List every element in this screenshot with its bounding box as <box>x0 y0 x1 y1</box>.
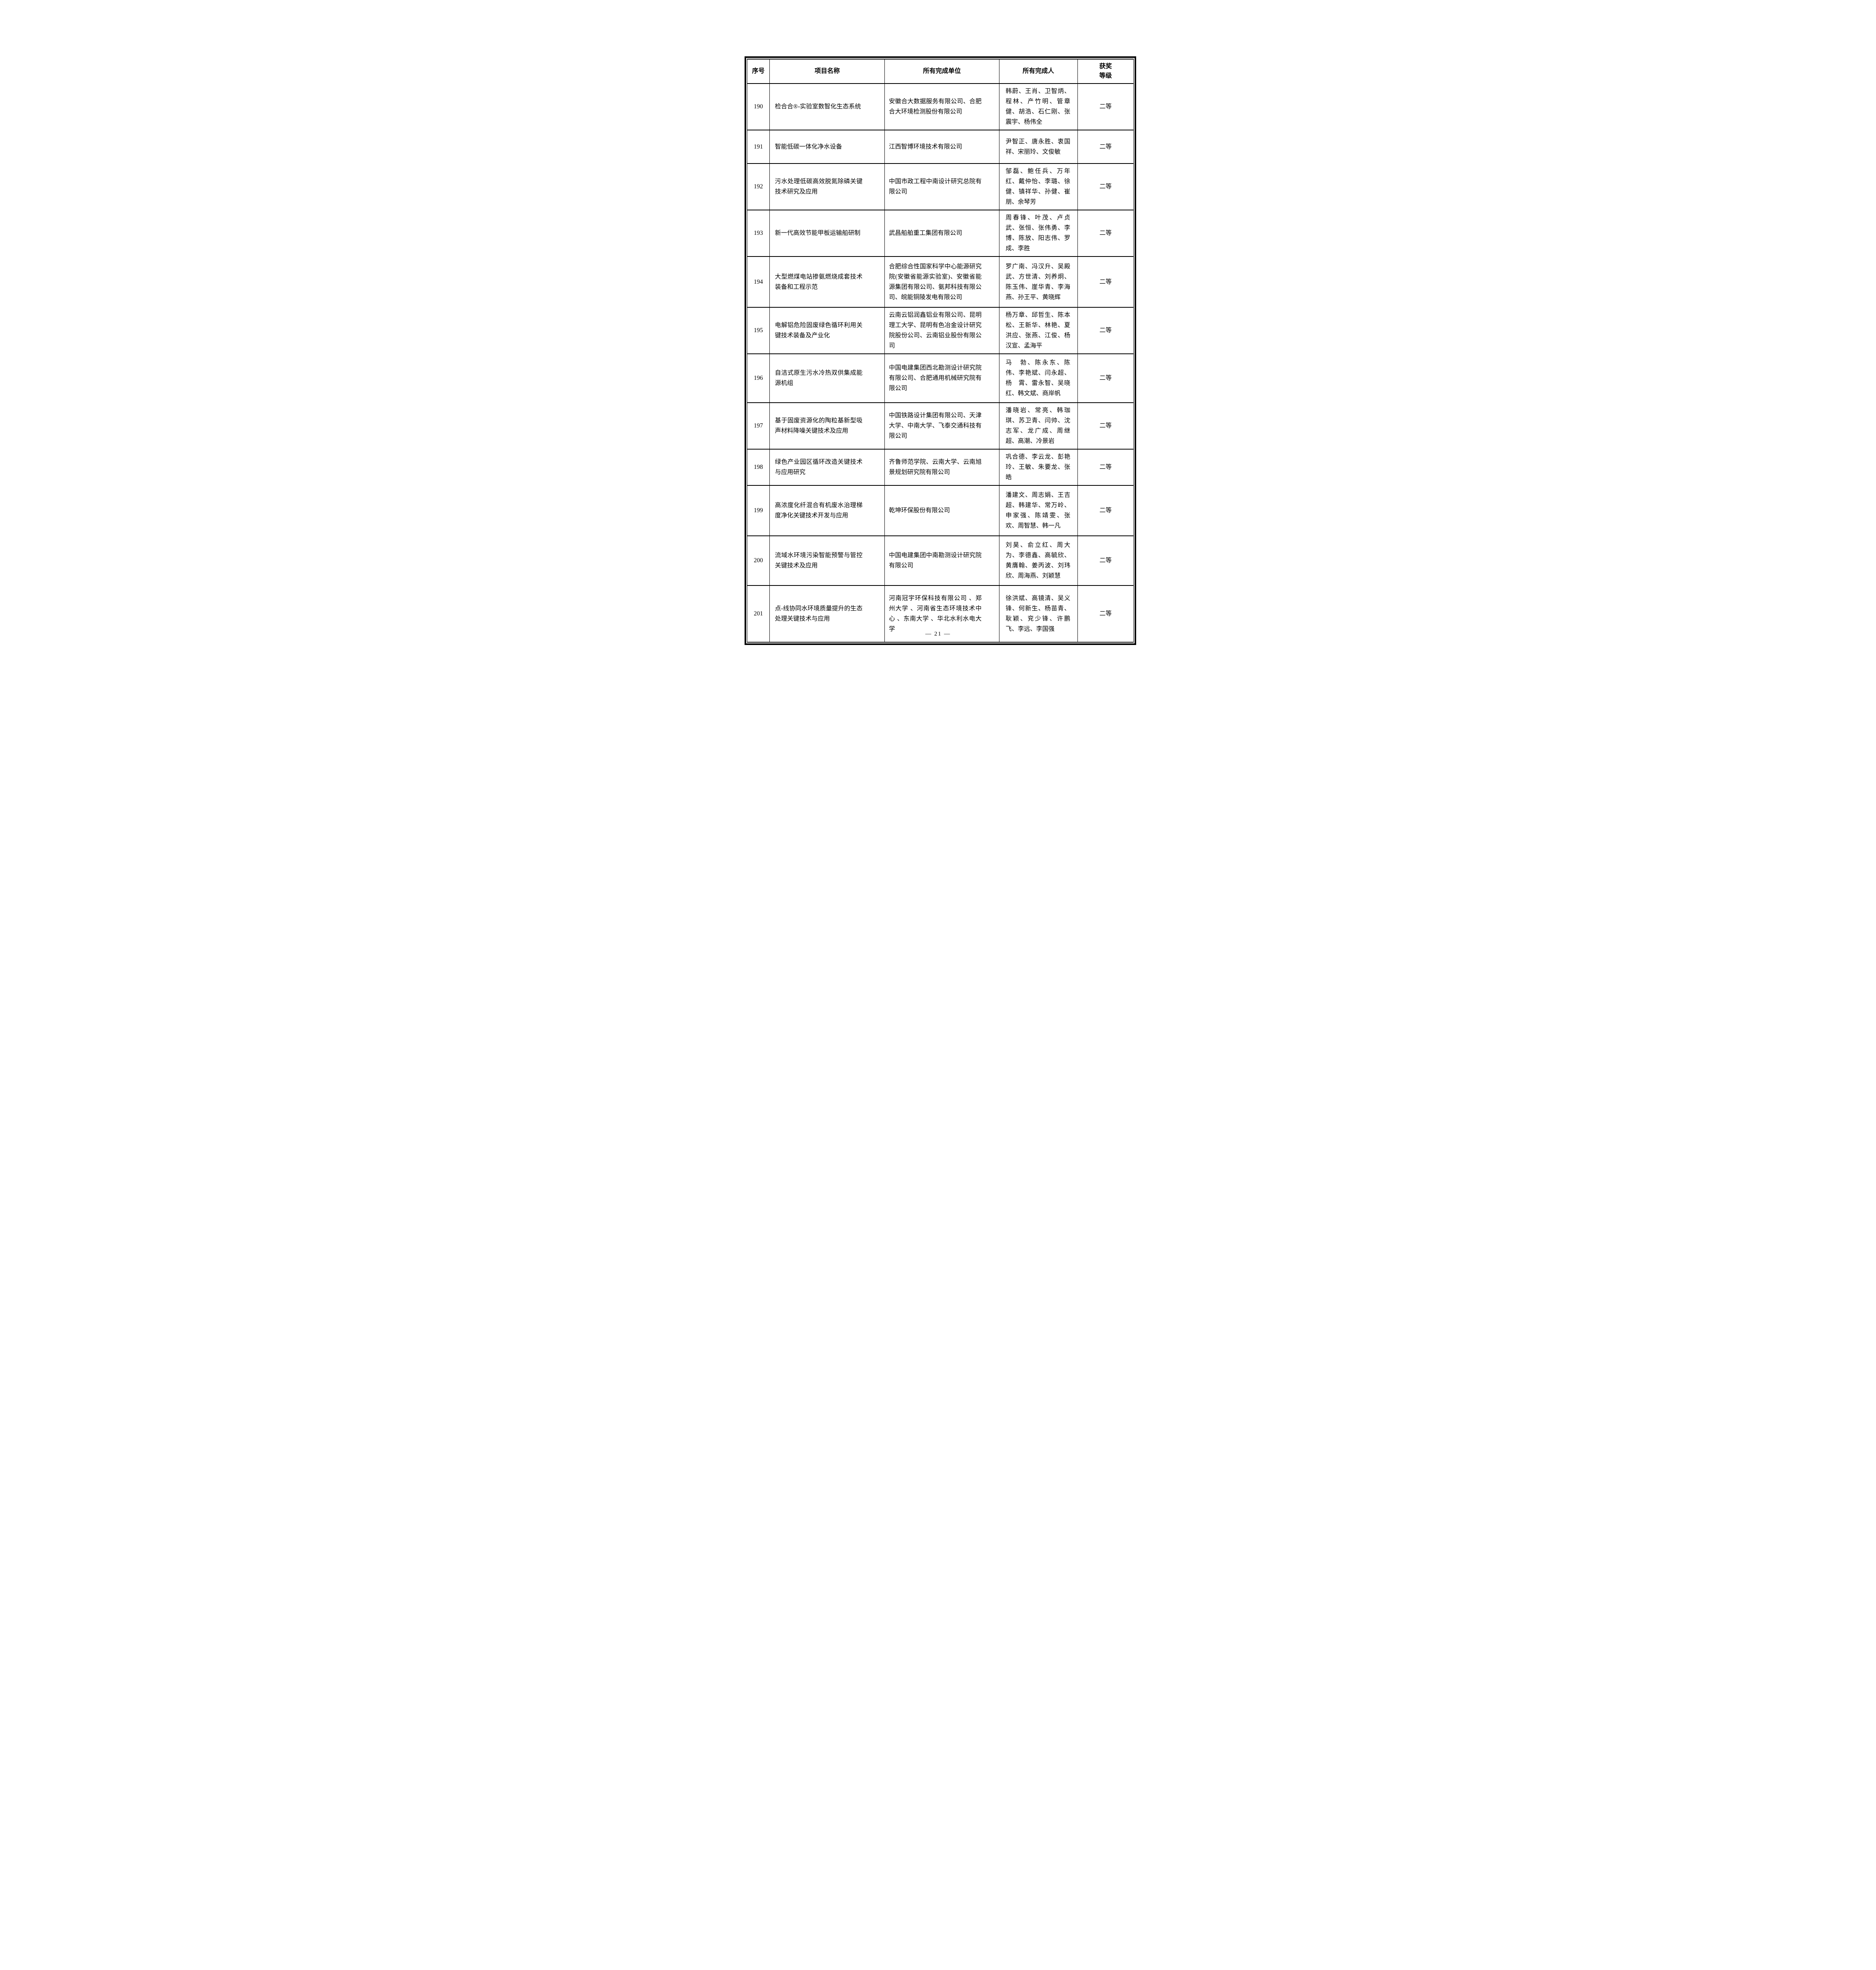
row-completing-people: 徐洪斌、高镜清、吴义锋、何新生、杨苗青、耿颖、兖少锋、许鹏飞、李远、李国强 <box>999 585 1078 643</box>
row-project-name: 高浓度化纤混合有机废水治理梯度净化关键技术开发与应用 <box>769 485 885 536</box>
row-completing-people: 杨万章、邱哲生、陈本松、王新华、林艳、夏洪应、张燕、江俊、杨汉宣、孟海平 <box>999 307 1078 354</box>
row-project-name: 大型燃煤电站掺氨燃烧成套技术装备和工程示范 <box>769 256 885 308</box>
row-award-grade: 二等 <box>1077 449 1134 486</box>
row-project-name: 新一代高效节能甲板运输船研制 <box>769 210 885 257</box>
row-project-name: 污水处理低碳高效脱氮除磷关键技术研究及应用 <box>769 163 885 210</box>
row-award-grade: 二等 <box>1077 256 1134 308</box>
row-no: 195 <box>747 307 770 354</box>
row-no: 193 <box>747 210 770 257</box>
row-project-name: 智能低碳一体化净水设备 <box>769 130 885 164</box>
page-number: — 21 — <box>925 631 951 637</box>
row-completing-people: 尹智正、唐永胜、衷国祥、宋丽玲、文俊敏 <box>999 130 1078 164</box>
table-row-199: 199 高浓度化纤混合有机废水治理梯度净化关键技术开发与应用 乾坤环保股份有限公… <box>747 485 1134 536</box>
table-row-193: 193 新一代高效节能甲板运输船研制 武昌船舶重工集团有限公司 周春锋、叶茂、卢… <box>747 210 1134 257</box>
table-row-195: 195 电解铝危险固废绿色循环利用关键技术装备及产业化 云南云铝润鑫铝业有限公司… <box>747 307 1134 354</box>
row-completing-units: 乾坤环保股份有限公司 <box>884 485 999 536</box>
table-row-191: 191 智能低碳一体化净水设备 江西智博环境技术有限公司 尹智正、唐永胜、衷国祥… <box>747 130 1134 164</box>
row-project-name: 基于固废资源化的陶粒基新型吸声材料降噪关键技术及应用 <box>769 402 885 450</box>
row-award-grade: 二等 <box>1077 485 1134 536</box>
row-award-grade: 二等 <box>1077 130 1134 164</box>
document-page: 序号 项目名称 所有完成单位 所有完成人 获奖 等级 190 检合合®-实验室数… <box>704 0 1172 663</box>
row-project-name: 自洁式原生污水冷热双供集成能源机组 <box>769 353 885 403</box>
table-row-190: 190 检合合®-实验室数智化生态系统 安徽合大数据服务有限公司、合肥合大环境检… <box>747 83 1134 130</box>
header-project-name: 项目名称 <box>769 59 885 84</box>
row-no: 198 <box>747 449 770 486</box>
row-completing-people: 罗广南、冯汉升、吴殿武、方世清、刘养炯、陈玉伟、崖华青、李海燕、孙王平、黄晓辉 <box>999 256 1078 308</box>
row-completing-people: 周春锋、叶茂、卢贞武、张恒、张伟勇、李博、陈放、阳志伟、罗成、李胜 <box>999 210 1078 257</box>
row-no: 191 <box>747 130 770 164</box>
table-row-200: 200 流域水环境污染智能预警与管控关键技术及应用 中国电建集团中南勘测设计研究… <box>747 535 1134 586</box>
row-project-name: 电解铝危险固废绿色循环利用关键技术装备及产业化 <box>769 307 885 354</box>
row-completing-units: 中国电建集团西北勘测设计研究院有限公司、合肥通用机械研究院有限公司 <box>884 353 999 403</box>
table-row-201: 201 点-线协同水环境质量提升的生态处理关键技术与应用 河南冠宇环保科技有限公… <box>747 585 1134 643</box>
row-completing-units: 河南冠宇环保科技有限公司 、郑州大学 、河南省生态环境技术中心 、东南大学 、华… <box>884 585 999 643</box>
row-completing-people: 邹磊、鲍任兵、万年红、戴仲怡、李璐、徐健、镇祥华、孙健、崔朋、余琴芳 <box>999 163 1078 210</box>
row-award-grade: 二等 <box>1077 353 1134 403</box>
row-completing-people: 巩合德、李云龙、彭艳玲、王敏、朱要龙、张皓 <box>999 449 1078 486</box>
row-award-grade: 二等 <box>1077 585 1134 643</box>
row-project-name: 绿色产业园区循环改造关键技术与应用研究 <box>769 449 885 486</box>
row-completing-units: 江西智博环境技术有限公司 <box>884 130 999 164</box>
table-row-198: 198 绿色产业园区循环改造关键技术与应用研究 齐鲁师范学院、云南大学、云南旭景… <box>747 449 1134 486</box>
row-award-grade: 二等 <box>1077 535 1134 586</box>
row-no: 194 <box>747 256 770 308</box>
row-no: 199 <box>747 485 770 536</box>
header-completing-units: 所有完成单位 <box>884 59 999 84</box>
header-completing-people: 所有完成人 <box>999 59 1078 84</box>
row-completing-units: 安徽合大数据服务有限公司、合肥合大环境检测股份有限公司 <box>884 83 999 130</box>
row-award-grade: 二等 <box>1077 83 1134 130</box>
row-completing-units: 武昌船舶重工集团有限公司 <box>884 210 999 257</box>
row-project-name: 流域水环境污染智能预警与管控关键技术及应用 <box>769 535 885 586</box>
header-award-grade: 获奖 等级 <box>1077 59 1134 84</box>
table-row-197: 197 基于固废资源化的陶粒基新型吸声材料降噪关键技术及应用 中国铁路设计集团有… <box>747 402 1134 450</box>
row-no: 190 <box>747 83 770 130</box>
row-completing-people: 潘建文、周志娟、王吉超、韩建华、常万岭、申家强、陈靖雯、张欢、周智慧、韩一凡 <box>999 485 1078 536</box>
awards-table-frame: 序号 项目名称 所有完成单位 所有完成人 获奖 等级 190 检合合®-实验室数… <box>745 56 1136 645</box>
row-completing-units: 云南云铝润鑫铝业有限公司、昆明理工大学、昆明有色冶金设计研究院股份公司、云南铝业… <box>884 307 999 354</box>
row-no: 192 <box>747 163 770 210</box>
header-no: 序号 <box>747 59 770 84</box>
row-completing-units: 中国铁路设计集团有限公司、天津大学、中南大学、飞泰交通科技有限公司 <box>884 402 999 450</box>
row-project-name: 检合合®-实验室数智化生态系统 <box>769 83 885 130</box>
row-completing-units: 中国市政工程中南设计研究总院有限公司 <box>884 163 999 210</box>
row-no: 200 <box>747 535 770 586</box>
row-no: 201 <box>747 585 770 643</box>
row-completing-units: 合肥综合性国家科学中心能源研究院(安徽省能源实验室)、安徽省能源集团有限公司、氨… <box>884 256 999 308</box>
table-header-row: 序号 项目名称 所有完成单位 所有完成人 获奖 等级 <box>747 59 1134 84</box>
row-completing-people: 刘昊、俞立红、周大为、李德鑫、高毓欣、黄膺翰、姜丙波、刘玮欣、周海燕、刘颖慧 <box>999 535 1078 586</box>
row-no: 196 <box>747 353 770 403</box>
row-no: 197 <box>747 402 770 450</box>
table-row-194: 194 大型燃煤电站掺氨燃烧成套技术装备和工程示范 合肥综合性国家科学中心能源研… <box>747 256 1134 308</box>
awards-table: 序号 项目名称 所有完成单位 所有完成人 获奖 等级 190 检合合®-实验室数… <box>747 59 1134 643</box>
row-award-grade: 二等 <box>1077 307 1134 354</box>
row-award-grade: 二等 <box>1077 210 1134 257</box>
row-completing-people: 潘晓岩、常亮、韩珈琪、苏卫青、闫帅、沈志军、龙广成、周继超、高潮、冷景岩 <box>999 402 1078 450</box>
table-row-196: 196 自洁式原生污水冷热双供集成能源机组 中国电建集团西北勘测设计研究院有限公… <box>747 353 1134 403</box>
row-project-name: 点-线协同水环境质量提升的生态处理关键技术与应用 <box>769 585 885 643</box>
table-row-192: 192 污水处理低碳高效脱氮除磷关键技术研究及应用 中国市政工程中南设计研究总院… <box>747 163 1134 210</box>
row-completing-people: 韩蔚、王肖、卫智炳、程林、产竹明、管章健、胡浩、石仁刚、张震宇、杨伟全 <box>999 83 1078 130</box>
row-completing-units: 中国电建集团中南勘测设计研究院有限公司 <box>884 535 999 586</box>
row-award-grade: 二等 <box>1077 402 1134 450</box>
row-completing-people: 马 勃、陈永东、陈伟、李艳斌、闫永超、杨 霄、雷永智、吴晓红、韩文斌、商岸帆 <box>999 353 1078 403</box>
row-award-grade: 二等 <box>1077 163 1134 210</box>
row-completing-units: 齐鲁师范学院、云南大学、云南旭景规划研究院有限公司 <box>884 449 999 486</box>
